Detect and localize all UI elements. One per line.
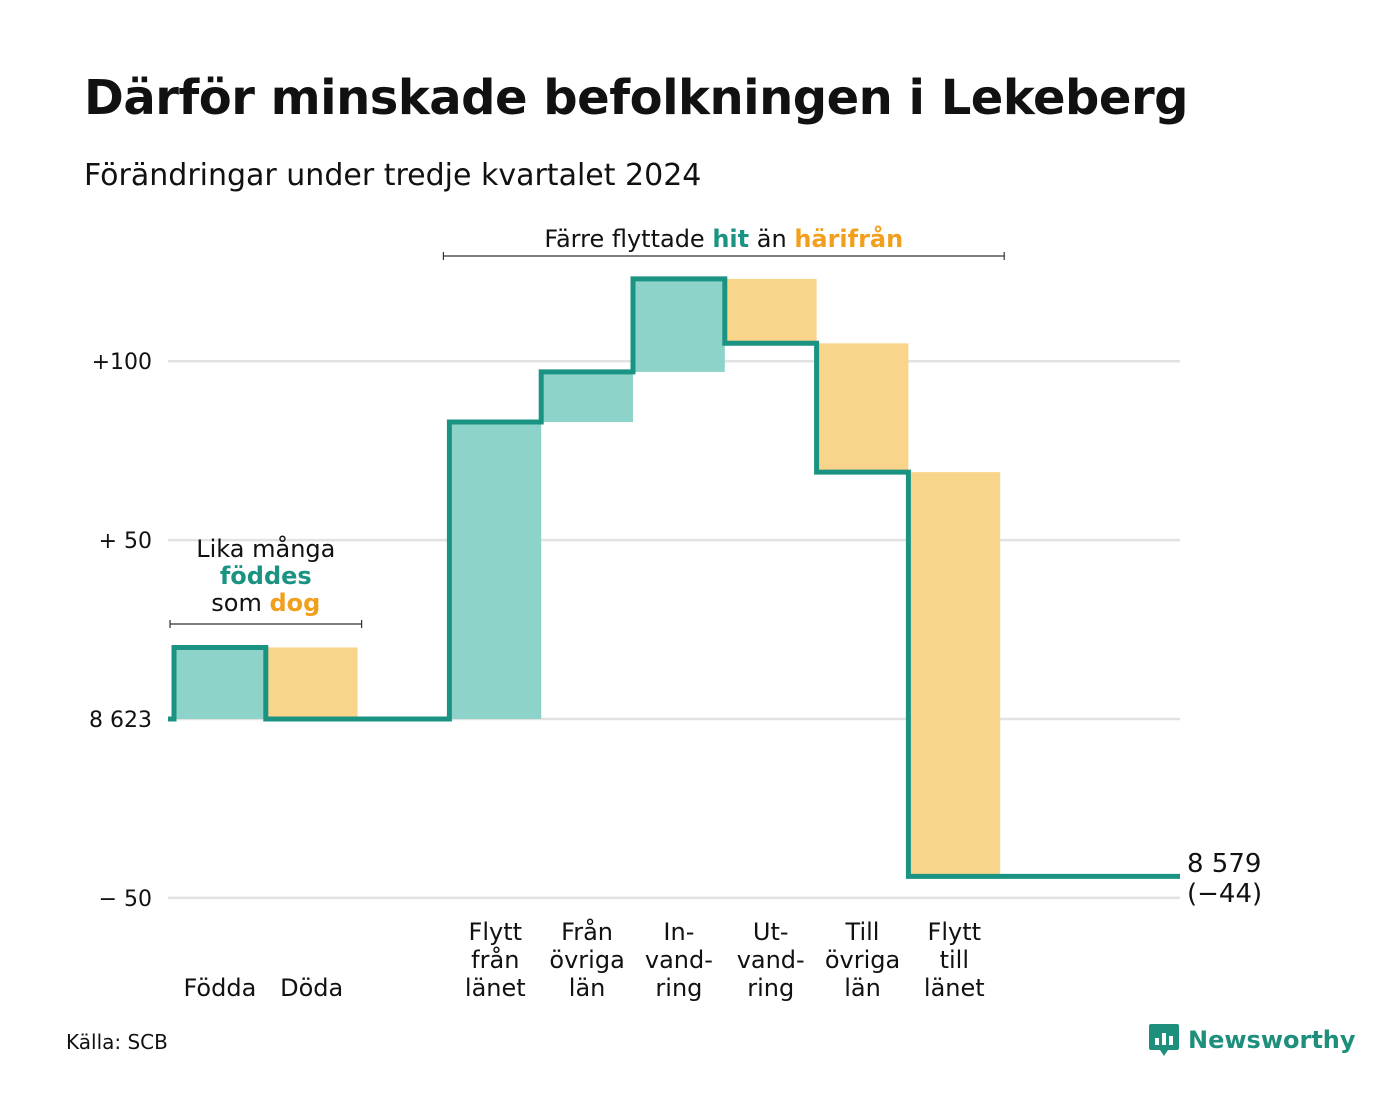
x-axis-label: övriga bbox=[549, 946, 624, 974]
x-axis-label: Från bbox=[561, 917, 613, 946]
annotation-text: Lika många bbox=[196, 534, 335, 563]
annotation-away: dog bbox=[269, 589, 320, 617]
brand-name: Newsworthy bbox=[1188, 1026, 1356, 1054]
y-tick-label: 8 623 bbox=[89, 708, 152, 733]
end-value-label: 8 579 bbox=[1187, 849, 1261, 879]
x-axis-label: ring bbox=[747, 974, 794, 1002]
y-tick-label: + 50 bbox=[99, 529, 152, 554]
end-change-label: (−44) bbox=[1187, 879, 1262, 909]
x-axis-label: län bbox=[844, 974, 881, 1002]
source-note: Källa: SCB bbox=[66, 1030, 168, 1054]
annotation-hit: hit bbox=[712, 225, 749, 253]
waterfall-bar bbox=[633, 278, 725, 372]
x-axis-label: Till bbox=[845, 918, 880, 946]
page-title: Därför minskade befolkningen i Lekeberg bbox=[84, 70, 1188, 126]
y-axis-ticks: +100 + 50 8 623 − 50 bbox=[89, 350, 152, 912]
waterfall-bar bbox=[816, 343, 909, 473]
y-tick-label: − 50 bbox=[99, 887, 152, 912]
newsworthy-logo-icon bbox=[1149, 1024, 1179, 1056]
running-total-path bbox=[168, 276, 1180, 879]
annotation-births-deaths-line1: Lika många bbox=[196, 534, 335, 563]
x-axis-label: Döda bbox=[280, 974, 343, 1002]
x-axis-label: från bbox=[471, 945, 519, 974]
annotation-hit: föddes bbox=[220, 562, 312, 590]
x-axis-label: övriga bbox=[825, 946, 900, 974]
x-axis-label: län bbox=[569, 974, 606, 1002]
waterfall-bar bbox=[908, 472, 1001, 877]
x-axis-label: Ut- bbox=[753, 918, 789, 946]
x-axis-label: vand- bbox=[737, 946, 805, 974]
x-axis-label: till bbox=[940, 946, 969, 974]
running-total-line bbox=[168, 276, 1180, 879]
x-axis-labels: Födda DödaFlyttfrånlänetFrånövrigalänIn-v… bbox=[183, 917, 984, 1002]
waterfall-bar bbox=[449, 422, 542, 719]
x-axis-label: länet bbox=[924, 974, 985, 1002]
brand-logo: Newsworthy bbox=[1148, 1022, 1356, 1058]
waterfall-bar bbox=[174, 647, 266, 719]
annotation-text: Färre flyttade bbox=[544, 225, 712, 253]
page-subtitle: Förändringar under tredje kvartalet 2024 bbox=[84, 158, 702, 193]
waterfall-bar bbox=[265, 647, 358, 719]
waterfall-bar bbox=[541, 371, 633, 423]
x-axis-label: Flytt bbox=[928, 918, 982, 946]
annotation-births-deaths-line3: som dog bbox=[211, 589, 320, 617]
gridlines bbox=[168, 359, 1180, 900]
y-tick-label: +100 bbox=[92, 350, 152, 375]
x-axis-label: Flytt bbox=[469, 918, 523, 946]
end-label: 8 579(−44) bbox=[1187, 849, 1262, 909]
waterfall-bar bbox=[724, 278, 817, 344]
annotation-migration: Färre flyttade hit än härifrån bbox=[544, 224, 903, 253]
x-axis-label: länet bbox=[465, 974, 526, 1002]
annotation-away: härifrån bbox=[794, 224, 903, 253]
bars bbox=[174, 278, 1001, 877]
x-axis-label: vand- bbox=[645, 946, 713, 974]
x-axis-label: ring bbox=[655, 974, 702, 1002]
x-axis-label: In- bbox=[663, 918, 694, 946]
annotation-text: än bbox=[749, 225, 794, 253]
x-axis-label: Födda bbox=[183, 974, 256, 1002]
annotation-text: som bbox=[211, 589, 269, 617]
annotation-births-deaths-line2: föddes bbox=[220, 562, 312, 590]
